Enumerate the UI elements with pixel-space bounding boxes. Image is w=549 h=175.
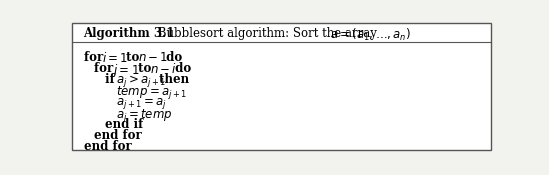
FancyBboxPatch shape <box>72 23 491 150</box>
Text: $a = (a_1,\ldots,a_n)$: $a = (a_1,\ldots,a_n)$ <box>330 27 411 43</box>
Text: $a_j > a_{j+1}$: $a_j > a_{j+1}$ <box>116 74 166 89</box>
Text: Bubblesort algorithm: Sort the array: Bubblesort algorithm: Sort the array <box>154 27 381 40</box>
Text: do: do <box>171 62 192 75</box>
Text: $j = 1$: $j = 1$ <box>113 62 140 79</box>
Text: end for: end for <box>83 140 131 153</box>
Text: $a_j = temp$: $a_j = temp$ <box>116 107 172 124</box>
Text: to: to <box>122 51 143 64</box>
Text: to: to <box>134 62 155 75</box>
Text: then: then <box>155 74 189 86</box>
Text: Algorithm 3.1: Algorithm 3.1 <box>83 27 175 40</box>
Text: do: do <box>162 51 182 64</box>
Text: end for: end for <box>94 129 142 142</box>
Text: $i = 1$: $i = 1$ <box>102 51 128 65</box>
Text: $temp = a_{j+1}$: $temp = a_{j+1}$ <box>116 85 187 101</box>
Text: end if: end if <box>105 118 143 131</box>
Text: $n-i$: $n-i$ <box>150 62 177 76</box>
Text: if: if <box>105 74 119 86</box>
Text: $a_{j+1} = a_j$: $a_{j+1} = a_j$ <box>116 96 167 111</box>
Text: $n-1$: $n-1$ <box>138 51 169 64</box>
Text: for: for <box>83 51 107 64</box>
Text: for: for <box>94 62 117 75</box>
